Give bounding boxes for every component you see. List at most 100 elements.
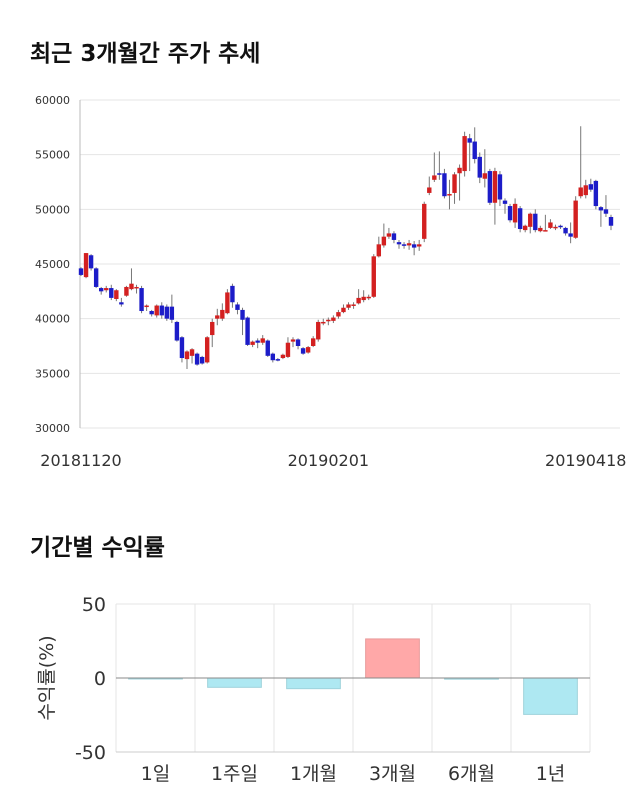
candle	[104, 285, 109, 293]
candle-body	[573, 200, 578, 238]
candle	[568, 222, 573, 244]
candle-body	[104, 288, 109, 291]
candle-body	[548, 222, 553, 228]
candle	[336, 309, 341, 319]
candle-body	[422, 203, 427, 239]
candle-body	[134, 286, 139, 289]
candle	[331, 315, 336, 324]
candle	[240, 307, 245, 336]
candle	[588, 178, 594, 192]
candle	[159, 302, 164, 319]
candle-body	[406, 243, 412, 246]
candle-body	[240, 309, 245, 320]
candle-body	[154, 305, 159, 316]
candle-body	[225, 292, 230, 314]
candle-body	[522, 225, 528, 231]
candle-body	[497, 174, 503, 200]
candle-body	[391, 233, 397, 240]
candle-body	[88, 255, 94, 269]
candle	[522, 224, 528, 233]
candle	[447, 179, 452, 210]
candle	[512, 198, 518, 228]
candle-body	[452, 174, 457, 193]
candle-body	[401, 244, 407, 246]
return-bar	[365, 638, 420, 679]
candle	[260, 335, 265, 345]
candle-body	[507, 206, 513, 221]
x-tick-label: 6개월	[448, 763, 495, 785]
candle	[139, 285, 144, 314]
candle	[220, 303, 225, 321]
candle-body	[361, 296, 366, 301]
candle-body	[93, 268, 99, 287]
candle-body	[295, 339, 301, 346]
candle-body	[159, 305, 164, 316]
candle	[265, 339, 270, 357]
candle	[477, 152, 482, 184]
candle	[275, 358, 281, 362]
candle-body	[169, 306, 175, 320]
candle	[603, 195, 609, 217]
candle	[290, 337, 296, 348]
candle-body	[432, 175, 437, 180]
candle-body	[533, 213, 538, 231]
candle	[204, 336, 210, 364]
candle-body	[447, 194, 452, 196]
candle-body	[124, 286, 129, 296]
candle-body	[467, 138, 472, 143]
candle	[593, 179, 599, 210]
candle	[416, 239, 422, 251]
x-tick-label: 20190418	[545, 451, 626, 470]
candle-body	[512, 203, 518, 223]
candle	[144, 304, 149, 312]
candle-body	[558, 225, 563, 228]
candle-body	[416, 244, 422, 247]
candle	[114, 289, 119, 302]
candle-body	[568, 233, 573, 237]
candle	[154, 304, 159, 318]
candle-body	[280, 354, 286, 359]
candle-body	[396, 242, 402, 245]
candle	[548, 219, 553, 230]
candle	[179, 336, 185, 363]
returns-bar-chart: 50 0 -50 1일 1주일 1개월 3개월 6개월 1년 수익률(%)	[36, 594, 591, 785]
candle-body	[598, 207, 604, 211]
candle	[401, 242, 407, 249]
candle	[467, 133, 472, 172]
candle-body	[477, 156, 482, 178]
candle	[98, 286, 104, 295]
y-tick-label: 30000	[35, 422, 70, 435]
candle-body	[502, 200, 508, 204]
candle	[149, 309, 154, 317]
candle-body	[593, 180, 599, 207]
y-tick-label: 0	[94, 668, 106, 690]
candle-body	[204, 337, 210, 363]
candle-body	[78, 268, 84, 275]
return-bar	[207, 677, 262, 688]
candle	[573, 196, 578, 239]
candle	[280, 353, 286, 360]
candle-body	[119, 302, 124, 305]
candle-body	[210, 321, 215, 336]
candle-body	[603, 209, 609, 214]
candle	[300, 347, 306, 355]
candle-body	[300, 348, 306, 354]
candle-body	[310, 338, 316, 346]
candle	[230, 283, 235, 308]
candle-body	[230, 285, 235, 303]
candle	[528, 212, 533, 234]
candle-body	[331, 317, 336, 321]
candle	[189, 348, 195, 364]
candle	[341, 304, 346, 314]
candle	[194, 352, 200, 366]
y-tick-label: 50	[82, 594, 106, 616]
candle	[507, 203, 513, 223]
x-tick-label: 20190201	[288, 451, 369, 470]
candle-body	[179, 337, 185, 359]
candle-body	[250, 341, 255, 345]
candle-body	[235, 304, 240, 310]
candle-body	[341, 307, 346, 313]
candle	[598, 206, 604, 227]
candle-body	[149, 311, 154, 315]
candle	[396, 239, 402, 249]
